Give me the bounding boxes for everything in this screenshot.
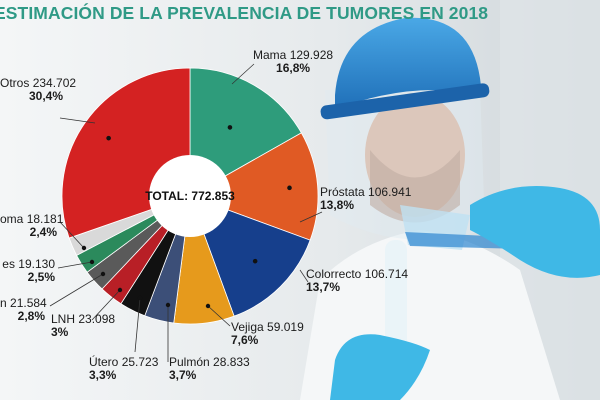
pie-slice-prostata — [189, 132, 319, 241]
leader-line-oma — [59, 221, 85, 249]
leader-line-lnh — [91, 289, 121, 321]
label-mama: Mama 129.928 16,8% — [253, 48, 334, 76]
face-shield — [325, 85, 485, 240]
marker-dot-lnh — [117, 287, 123, 293]
donut-center — [149, 155, 231, 237]
center-total-label: TOTAL: 772.853 — [145, 189, 235, 203]
leader-line-mama — [231, 63, 255, 85]
marker-dot-mama — [227, 125, 233, 130]
label-vejiga: Vejiga 59.019 7,6% — [231, 320, 304, 348]
pie-slice-mama — [189, 67, 302, 197]
marker-dot-pulmon — [165, 302, 171, 308]
marker-dot-otros — [106, 135, 111, 141]
leader-line-prostata — [299, 211, 323, 223]
marker-dot-colorrecto — [252, 258, 258, 264]
marker-dot-oma — [81, 245, 87, 251]
leader-line-es — [57, 261, 93, 269]
glove-left-icon — [330, 334, 430, 400]
label-es: es 19.130 2,5% — [2, 257, 55, 285]
label-oma: oma 18.181 2,4% — [0, 212, 64, 240]
marker-dot-n — [100, 271, 106, 277]
leader-line-colorrecto — [299, 269, 309, 283]
label-utero: Útero 25.723 3,3% — [89, 355, 159, 383]
leader-line-otros — [59, 117, 96, 124]
label-lnh: LNH 23.098 3% — [51, 312, 116, 340]
leader-line-utero — [134, 297, 141, 353]
marker-dot-utero — [137, 295, 143, 301]
label-colorrecto: Colorrecto 106.714 13,7% — [306, 267, 409, 295]
marker-dot-prostata — [287, 185, 292, 191]
helmet-icon — [335, 17, 482, 110]
label-prostata: Próstata 106.941 13,8% — [320, 185, 412, 213]
label-otros: Otros 234.702 30,4% — [0, 76, 77, 104]
pie-slice-colorrecto — [189, 195, 311, 317]
marker-dot-vejiga — [205, 303, 211, 309]
label-pulmon: Pulmón 28.833 3,7% — [169, 355, 250, 383]
chart-title: ESTIMACIÓN DE LA PREVALENCIA DE TUMORES … — [0, 3, 489, 23]
test-tube-icon — [385, 240, 407, 350]
marker-dot-es — [89, 259, 95, 265]
glove-right-icon — [470, 186, 600, 278]
label-n: n 21.584 2,8% — [0, 296, 47, 324]
leader-line-vejiga — [207, 305, 231, 327]
leader-line-n — [49, 273, 104, 307]
